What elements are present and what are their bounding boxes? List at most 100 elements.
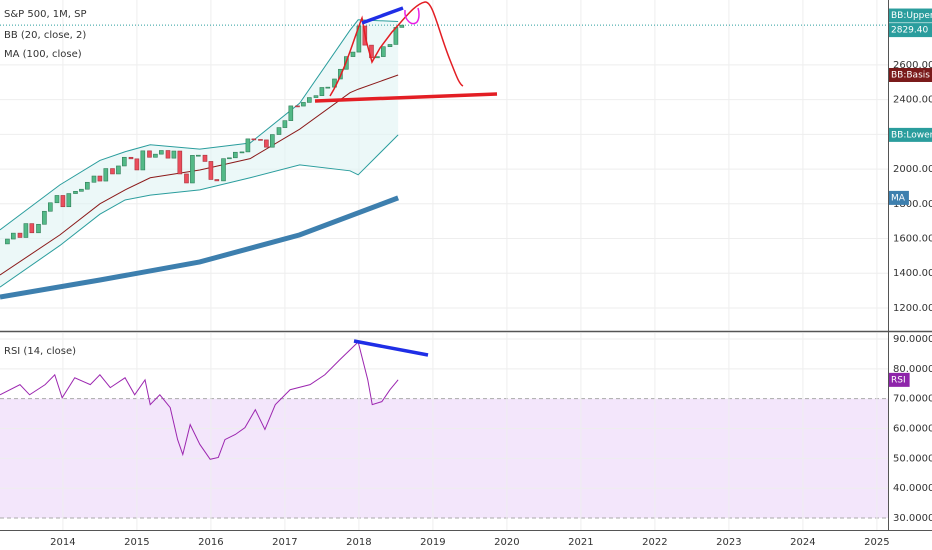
y-tick-label: 1800.00 bbox=[893, 199, 932, 210]
candle bbox=[258, 139, 263, 141]
candle bbox=[319, 87, 325, 96]
rsi-title: RSI (14, close) bbox=[4, 346, 76, 357]
x-tick-label: 2023 bbox=[716, 537, 741, 548]
candle bbox=[17, 232, 23, 238]
candle bbox=[147, 150, 152, 158]
candle bbox=[23, 223, 29, 238]
candle bbox=[29, 223, 35, 234]
series-tag: BB:Lower bbox=[889, 127, 932, 142]
candle bbox=[307, 97, 312, 103]
y-tick-label: 1400.00 bbox=[893, 268, 932, 279]
y-tick-label: 80.0000 bbox=[893, 364, 932, 375]
tag-label: RSI bbox=[891, 375, 906, 385]
candle bbox=[375, 56, 380, 59]
tag-box bbox=[889, 8, 932, 23]
tag-label: BB:Lower bbox=[891, 130, 932, 140]
drawn-circle bbox=[404, 7, 420, 25]
indicator-line bbox=[0, 19, 399, 231]
candle bbox=[97, 175, 103, 182]
candle bbox=[11, 232, 16, 240]
series-tag: 2829.40 bbox=[889, 23, 932, 38]
x-tick-label: 2022 bbox=[642, 537, 667, 548]
candle bbox=[214, 179, 220, 182]
x-tick-label: 2024 bbox=[790, 537, 815, 548]
tag-box bbox=[889, 127, 932, 142]
y-tick-label: 2400.00 bbox=[893, 95, 932, 106]
y-tick-label: 60.0000 bbox=[893, 424, 932, 435]
candle bbox=[264, 139, 269, 148]
neckline bbox=[314, 92, 498, 103]
candle bbox=[42, 210, 47, 225]
candle bbox=[91, 175, 97, 183]
y-tick-label: 2000.00 bbox=[893, 164, 932, 175]
candle bbox=[153, 153, 158, 158]
trend-line bbox=[361, 6, 404, 25]
candle bbox=[350, 51, 356, 57]
tag-label: BB:Basis bbox=[891, 70, 930, 80]
x-tick-label: 2018 bbox=[346, 537, 371, 548]
y-tick-label: 90.0000 bbox=[893, 334, 932, 345]
candle bbox=[48, 202, 53, 212]
indicator-line bbox=[0, 134, 399, 288]
tag-box bbox=[889, 372, 910, 387]
tag-label: 2829.40 bbox=[891, 26, 928, 36]
indicator-line bbox=[0, 74, 399, 276]
chart-title: S&P 500, 1M, SP bbox=[4, 9, 87, 20]
candle bbox=[165, 150, 171, 159]
candle bbox=[301, 102, 306, 107]
bollinger-fill bbox=[0, 19, 399, 288]
candle bbox=[171, 150, 177, 159]
candle bbox=[313, 95, 319, 98]
y-tick-label: 50.0000 bbox=[893, 453, 932, 464]
tag-box bbox=[889, 190, 909, 205]
tag-box bbox=[889, 23, 932, 38]
candle bbox=[110, 168, 115, 175]
candle bbox=[60, 195, 66, 208]
y-tick-label: 40.0000 bbox=[893, 483, 932, 494]
candle bbox=[159, 150, 164, 155]
candle bbox=[325, 86, 331, 89]
y-tick-label: 2600.00 bbox=[893, 60, 932, 71]
candle bbox=[184, 173, 189, 184]
candle bbox=[387, 44, 393, 47]
candle bbox=[245, 138, 251, 153]
candle bbox=[73, 190, 78, 194]
x-tick-label: 2017 bbox=[272, 537, 297, 548]
candle bbox=[85, 181, 90, 190]
indicator-line bbox=[0, 195, 399, 300]
drawn-curve bbox=[329, 1, 464, 97]
y-tick-label: 1600.00 bbox=[893, 234, 932, 245]
x-tick-label: 2019 bbox=[420, 537, 445, 548]
candle bbox=[227, 157, 232, 160]
x-tick-label: 2025 bbox=[864, 537, 889, 548]
y-tick-label: 1200.00 bbox=[893, 303, 932, 314]
x-tick-label: 2014 bbox=[50, 537, 75, 548]
candle bbox=[202, 154, 208, 162]
series-tag: RSI bbox=[889, 372, 910, 387]
candle bbox=[103, 168, 109, 182]
indicator-label: MA (100, close) bbox=[4, 49, 82, 60]
rsi-trend-line bbox=[353, 339, 429, 357]
series-tag: MA bbox=[889, 190, 909, 205]
candle bbox=[122, 156, 127, 167]
candle bbox=[221, 158, 226, 182]
x-tick-label: 2016 bbox=[198, 537, 223, 548]
series-tag: BB:Upper bbox=[889, 8, 932, 23]
candle bbox=[5, 238, 10, 245]
y-tick-label: 30.0000 bbox=[893, 513, 932, 524]
candle bbox=[177, 150, 183, 175]
candle bbox=[282, 120, 288, 128]
candle bbox=[270, 134, 275, 148]
candle bbox=[288, 105, 294, 121]
x-tick-label: 2020 bbox=[494, 537, 519, 548]
candle bbox=[66, 193, 72, 208]
x-tick-label: 2021 bbox=[568, 537, 593, 548]
candle bbox=[190, 155, 195, 184]
candle bbox=[251, 138, 257, 141]
candle bbox=[399, 24, 405, 28]
indicator-label: BB (20, close, 2) bbox=[4, 30, 86, 41]
candle bbox=[381, 46, 386, 57]
candle bbox=[36, 223, 41, 234]
